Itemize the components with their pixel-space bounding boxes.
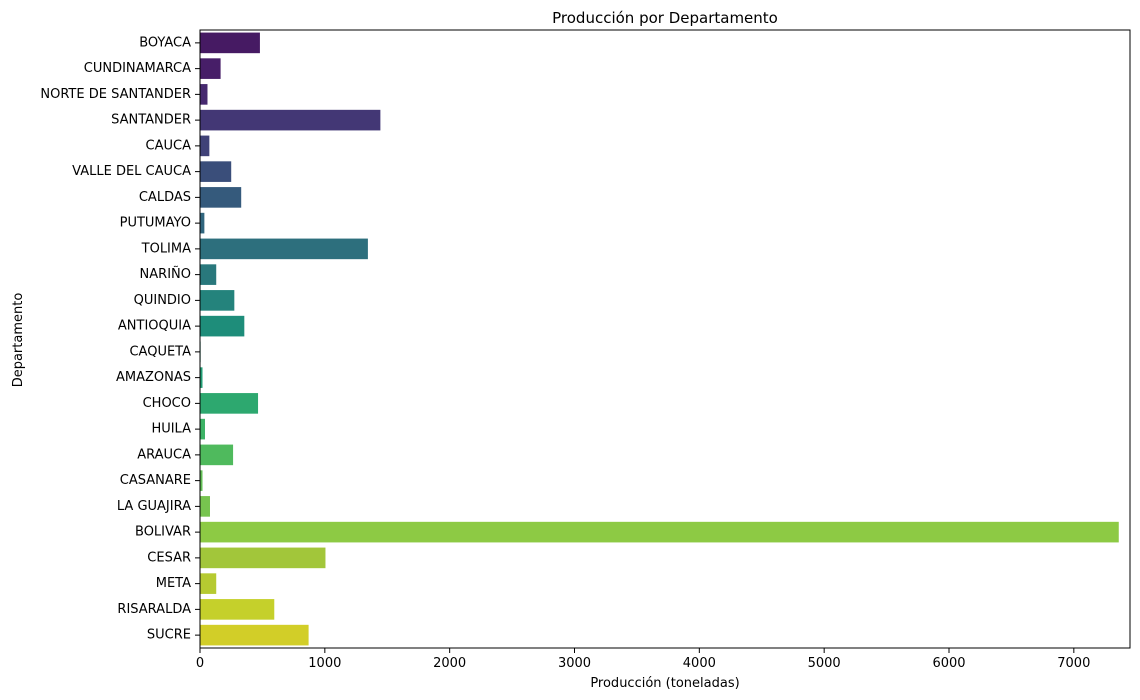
bar-amazonas	[200, 367, 203, 388]
y-tick-label: NORTE DE SANTANDER	[40, 87, 191, 102]
bar-putumayo	[200, 212, 205, 234]
y-tick-label: CALDAS	[139, 190, 191, 205]
bar-risaralda	[200, 599, 275, 620]
y-tick-label: CHOCO	[143, 396, 191, 411]
y-tick-label: QUINDIO	[134, 293, 191, 308]
x-tick-label: 7000	[1057, 656, 1090, 671]
x-tick-label: 2000	[433, 656, 466, 671]
chart-title: Producción por Departamento	[552, 9, 778, 27]
bars-layer	[200, 32, 1119, 646]
plot-frame	[199, 29, 1131, 649]
y-tick-label: CAUCA	[146, 138, 192, 153]
y-tick-label: BOYACA	[139, 35, 191, 50]
x-tick-label: 6000	[932, 656, 965, 671]
y-axis-title: Departamento	[11, 293, 26, 388]
bar-cundinamarca	[200, 58, 221, 79]
y-tick-label: VALLE DEL CAUCA	[72, 164, 191, 179]
x-axis: 0 1000 2000 3000 4000 5000 6000 7000	[196, 648, 1090, 671]
x-axis-title: Producción (toneladas)	[590, 676, 739, 691]
x-tick-label: 1000	[308, 656, 341, 671]
x-tick-label: 3000	[558, 656, 591, 671]
y-tick-label: HUILA	[151, 422, 191, 437]
bar-choco	[200, 393, 259, 414]
y-tick-label: CUNDINAMARCA	[84, 61, 191, 76]
y-tick-label: CAQUETA	[129, 344, 191, 359]
bar-antioquia	[200, 315, 245, 337]
y-tick-label: LA GUAJIRA	[117, 499, 191, 514]
x-tick-label: 0	[196, 656, 204, 671]
bar-cesar	[200, 547, 326, 569]
bar-sucre	[200, 624, 309, 646]
bar-caldas	[200, 187, 242, 208]
y-tick-label: META	[156, 576, 191, 591]
y-tick-label: SUCRE	[147, 628, 191, 643]
y-axis: BOYACA CUNDINAMARCA NORTE DE SANTANDER SANT…	[40, 35, 200, 643]
x-tick-label: 4000	[683, 656, 716, 671]
bar-tolima	[200, 238, 368, 260]
y-tick-label: ANTIOQUIA	[118, 319, 191, 334]
bar-norte-de-santander	[200, 84, 208, 105]
x-tick-label: 5000	[808, 656, 841, 671]
bar-bolivar	[200, 521, 1119, 543]
bar-valle-del-cauca	[200, 161, 232, 182]
bar-quindio	[200, 290, 235, 311]
bar-casanare	[200, 470, 203, 491]
y-tick-label: TOLIMA	[141, 241, 191, 256]
y-tick-label: PUTUMAYO	[120, 216, 191, 231]
y-tick-label: CESAR	[147, 550, 191, 565]
bar-huila	[200, 418, 205, 440]
bar-cauca	[200, 135, 210, 157]
y-tick-label: BOLIVAR	[135, 525, 191, 540]
bar-arauca	[200, 444, 234, 466]
bar-la-guajira	[200, 496, 210, 517]
bar-boyaca	[200, 32, 260, 54]
bar-nariño	[200, 264, 217, 285]
y-tick-label: SANTANDER	[111, 113, 191, 128]
bar-meta	[200, 573, 217, 594]
y-tick-label: ARAUCA	[137, 447, 191, 462]
y-tick-label: RISARALDA	[117, 602, 191, 617]
y-tick-label: NARIÑO	[140, 266, 191, 282]
y-tick-label: AMAZONAS	[116, 370, 191, 385]
bar-santander	[200, 109, 381, 131]
y-tick-label: CASANARE	[120, 473, 191, 488]
